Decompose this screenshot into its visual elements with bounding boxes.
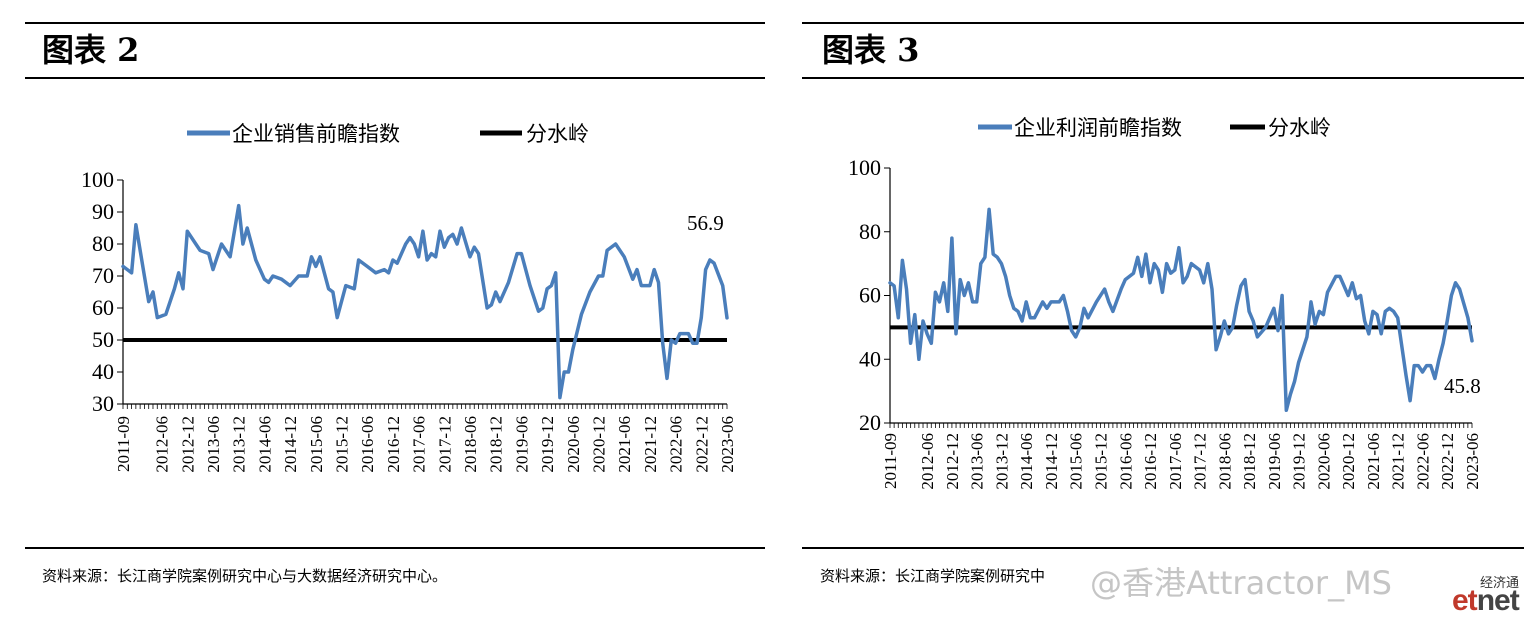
x-tick-label: 2015-12 (332, 416, 351, 473)
x-tick-label: 2014-06 (1017, 433, 1036, 490)
etnet-logo-et: et (1452, 584, 1478, 617)
x-tick-label: 2012-06 (918, 433, 937, 490)
figure-2-panel: 图表 2 企业销售前瞻指数 分水岭 30 40 50 60 70 80 90 100 2011-09… (25, 22, 765, 585)
etnet-logo-net: net (1476, 584, 1520, 617)
x-tick-label: 2013-06 (204, 416, 223, 473)
x-tick-label: 2018-06 (461, 416, 480, 473)
y-tick-label: 100 (81, 167, 114, 192)
last-value-label: 45.8 (1444, 374, 1481, 398)
figure-title: 图表 2 (42, 31, 140, 69)
y-tick-label: 40 (859, 346, 881, 371)
bottom-rule (25, 547, 765, 549)
x-tick-label: 2012-06 (153, 416, 172, 473)
x-tick-label: 2023-06 (1463, 433, 1482, 490)
x-tick-label: 2015-06 (1067, 433, 1086, 490)
legend-label-threshold: 分水岭 (1268, 116, 1331, 140)
x-tick-label: 2022-12 (692, 416, 711, 473)
legend-label-index: 企业销售前瞻指数 (232, 122, 400, 146)
y-tick-label: 80 (859, 219, 881, 244)
x-tick-label: 2019-06 (1265, 433, 1284, 490)
y-tick-label: 20 (859, 410, 881, 435)
title-rule (25, 77, 765, 79)
x-tick-label: 2020-06 (1314, 433, 1333, 490)
x-tick-label: 2016-06 (358, 416, 377, 473)
y-tick-label: 30 (92, 391, 114, 416)
x-tick-label: 2014-12 (1042, 433, 1061, 490)
source-note: 资料来源：长江商学院案例研究中 (820, 567, 1046, 585)
x-tick-label: 2020-06 (564, 416, 583, 473)
bottom-rule (802, 547, 1524, 549)
watermark-text: @香港Attractor_MS (1090, 564, 1392, 602)
x-tick-label: 2018-12 (487, 416, 506, 473)
x-tick-label: 2020-12 (1339, 433, 1358, 490)
x-tick-label: 2016-12 (1141, 433, 1160, 490)
x-tick-label: 2022-12 (1438, 433, 1457, 490)
legend-label-threshold: 分水岭 (526, 122, 589, 146)
profit-index-chart: 企业利润前瞻指数 分水岭 20 40 60 80 100 2011-09 2012-06 2012… (848, 116, 1482, 490)
x-tick-label: 2016-06 (1116, 433, 1135, 490)
x-tick-label: 2023-06 (718, 416, 737, 473)
x-tick-label: 2022-06 (667, 416, 686, 473)
x-tick-label: 2020-12 (589, 416, 608, 473)
x-tick-label: 2019-12 (1290, 433, 1309, 490)
x-tick-label: 2012-12 (943, 433, 962, 490)
x-tick-label: 2021-06 (615, 416, 634, 473)
x-tick-label: 2021-12 (1389, 433, 1408, 490)
y-tick-label: 40 (92, 359, 114, 384)
sales-index-chart: 企业销售前瞻指数 分水岭 30 40 50 60 70 80 90 100 2011-09 2012-… (81, 122, 737, 473)
index-series-line (888, 207, 1474, 413)
x-tick-label: 2011-09 (881, 433, 900, 489)
x-tick-label: 2017-12 (1191, 433, 1210, 490)
x-tick-label: 2022-06 (1413, 433, 1432, 490)
x-tick-label: 2013-06 (968, 433, 987, 490)
y-tick-label: 60 (92, 295, 114, 320)
figure-3-panel: 图表 3 企业利润前瞻指数 分水岭 20 40 60 80 100 2011-09 2012-0… (780, 0, 1535, 618)
index-series-line (121, 203, 729, 400)
x-tick-label: 2021-06 (1364, 433, 1383, 490)
x-tick-label: 2013-12 (992, 433, 1011, 490)
figure-title: 图表 3 (822, 31, 920, 69)
y-tick-label: 80 (92, 231, 114, 256)
y-tick-label: 100 (848, 155, 881, 180)
x-tick-label: 2019-12 (538, 416, 557, 473)
x-tick-label: 2012-12 (178, 416, 197, 473)
etnet-logo-top: 经济通 (1480, 575, 1520, 590)
x-tick-label: 2015-06 (307, 416, 326, 473)
top-rule (25, 22, 765, 24)
x-tick-label: 2017-06 (410, 416, 429, 473)
x-tick-label: 2014-12 (281, 416, 300, 473)
x-tick-label: 2015-12 (1092, 433, 1111, 490)
source-note: 资料来源：长江商学院案例研究中心与大数据经济研究中心。 (42, 567, 448, 585)
top-rule (802, 22, 1524, 24)
last-value-label: 56.9 (687, 211, 724, 235)
y-tick-label: 90 (92, 199, 114, 224)
x-tick-label: 2014-06 (255, 416, 274, 473)
x-tick-label: 2018-06 (1215, 433, 1234, 490)
x-tick-label: 2016-12 (384, 416, 403, 473)
x-tick-label: 2017-12 (435, 416, 454, 473)
x-tick-label: 2011-09 (114, 416, 133, 472)
y-tick-label: 70 (92, 263, 114, 288)
x-tick-label: 2018-12 (1240, 433, 1259, 490)
y-tick-label: 60 (859, 283, 881, 308)
etnet-logo: etnet (1452, 584, 1520, 618)
x-tick-label: 2017-06 (1166, 433, 1185, 490)
y-tick-label: 50 (92, 327, 114, 352)
title-rule (802, 77, 1524, 79)
x-tick-label: 2021-12 (641, 416, 660, 473)
x-tick-label: 2013-12 (230, 416, 249, 473)
legend-label-index: 企业利润前瞻指数 (1014, 116, 1182, 140)
x-tick-label: 2019-06 (512, 416, 531, 473)
